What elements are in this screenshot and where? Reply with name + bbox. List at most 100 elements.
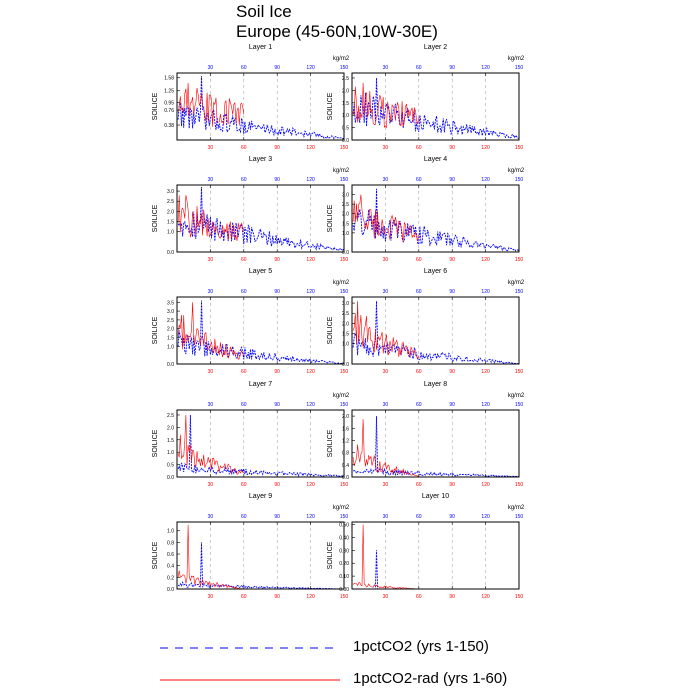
series-line-1pctco2: [177, 300, 344, 365]
y-tick-label: 0.8: [167, 540, 174, 546]
x-tick-label-top: 120: [306, 65, 315, 71]
x-tick-label-bottom: 60: [241, 594, 247, 600]
x-tick-label-top: 120: [306, 514, 315, 520]
y-tick-label: 1.0: [342, 342, 349, 348]
x-tick-label-top: 150: [515, 65, 524, 71]
y-tick-label: 1.2: [342, 438, 349, 444]
x-tick-label-top: 120: [481, 289, 490, 295]
x-tick-label-top: 30: [208, 514, 214, 520]
y-tick-label: 1.0: [167, 450, 174, 456]
x-tick-label-bottom: 120: [306, 257, 315, 263]
x-tick-label-bottom: 60: [241, 145, 247, 151]
x-tick-label-top: 150: [515, 289, 524, 295]
y-tick-label: 2.5: [167, 318, 174, 324]
y-tick-label: 0.00: [339, 587, 349, 593]
x-tick-label-top: 150: [515, 514, 524, 520]
series-line-1pctco2: [177, 186, 345, 252]
x-tick-label-bottom: 120: [481, 145, 490, 151]
y-tick-label: 0.95: [164, 101, 174, 107]
series-line-1pctco2: [177, 414, 345, 478]
panel-title: Layer 10: [422, 493, 449, 500]
x-tick-label-bottom: 90: [449, 145, 455, 151]
x-tick-label-top: 30: [208, 289, 214, 295]
panel-title: Layer 5: [249, 268, 272, 275]
x-tick-label-bottom: 120: [481, 594, 490, 600]
x-tick-label-bottom: 150: [340, 257, 349, 263]
series-line-1pctco2-rad: [352, 419, 419, 477]
x-tick-label-bottom: 30: [383, 257, 389, 263]
x-tick-label-bottom: 30: [383, 482, 389, 488]
plot-frame: [351, 521, 520, 590]
x-tick-label-top: 60: [241, 177, 247, 183]
x-tick-label-top: 150: [340, 177, 349, 183]
y-tick-label: 1.0: [167, 344, 174, 350]
y-tick-label: 3.0: [342, 193, 349, 199]
panel-layer-2: Layer 2 kg/m2 SOILICE 30 30 60 60 90 90 120 120 150…: [327, 44, 525, 151]
panel-layer-9: Layer 9 kg/m2 SOILICE 30 30 60 60 90 90 120 120 150…: [152, 493, 350, 600]
x-tick-label-bottom: 150: [340, 482, 349, 488]
y-tick-label: 1.6: [342, 426, 349, 432]
panel-title: Layer 6: [424, 268, 447, 275]
x-tick-label-bottom: 60: [241, 482, 247, 488]
y-axis-label: SOILICE: [327, 316, 334, 344]
x-tick-label-top: 30: [208, 65, 214, 71]
x-tick-label-top: 30: [383, 65, 389, 71]
y-tick-label: 2.5: [167, 413, 174, 419]
x-tick-label-bottom: 30: [208, 369, 214, 375]
y-tick-label: 2.0: [342, 88, 349, 94]
x-tick-label-bottom: 60: [416, 369, 422, 375]
title-line-1: Soil Ice: [236, 2, 292, 21]
series-line-1pctco2-rad: [177, 82, 245, 127]
y-tick-label: 0.6: [167, 552, 174, 558]
top-axis-label: kg/m2: [508, 505, 525, 511]
x-tick-label-top: 90: [274, 514, 280, 520]
y-tick-label: 0.0: [167, 250, 174, 256]
y-tick-label: 0.5: [167, 463, 174, 469]
x-tick-label-top: 90: [274, 65, 280, 71]
x-tick-label-top: 60: [416, 177, 422, 183]
x-tick-label-bottom: 30: [383, 594, 389, 600]
x-tick-label-top: 60: [241, 402, 247, 408]
x-tick-label-bottom: 60: [416, 257, 422, 263]
y-tick-label: 0.0: [167, 475, 174, 481]
y-tick-label: 3.5: [167, 300, 174, 306]
x-tick-label-bottom: 90: [449, 594, 455, 600]
legend-label-1pctco2: 1pctCO2 (yrs 1-150): [353, 638, 489, 655]
x-tick-label-top: 60: [416, 402, 422, 408]
y-tick-label: 3.0: [342, 301, 349, 307]
top-axis-label: kg/m2: [333, 56, 350, 62]
y-axis-label: SOILICE: [152, 316, 159, 344]
x-tick-label-top: 30: [383, 177, 389, 183]
y-tick-label: 1.0: [167, 529, 174, 535]
x-tick-label-top: 150: [515, 402, 524, 408]
x-tick-label-bottom: 150: [515, 145, 524, 151]
panel-title: Layer 9: [249, 493, 272, 500]
x-tick-label-bottom: 150: [340, 369, 349, 375]
x-tick-label-bottom: 120: [306, 369, 315, 375]
x-tick-label-top: 60: [416, 65, 422, 71]
x-tick-label-bottom: 90: [449, 257, 455, 263]
x-tick-label-bottom: 60: [241, 257, 247, 263]
series-line-1pctco2: [352, 77, 519, 139]
x-tick-label-bottom: 30: [383, 145, 389, 151]
y-tick-label: 0.38: [164, 123, 174, 129]
top-axis-label: kg/m2: [508, 393, 525, 399]
x-tick-label-top: 30: [383, 514, 389, 520]
series-line-1pctco2-rad: [177, 414, 244, 475]
y-tick-label: 1.5: [167, 220, 174, 226]
x-tick-label-bottom: 90: [449, 369, 455, 375]
y-tick-label: 2.0: [167, 209, 174, 215]
y-axis-label: SOILICE: [152, 204, 159, 232]
x-tick-label-bottom: 150: [515, 257, 524, 263]
x-tick-label-top: 120: [481, 65, 490, 71]
x-tick-label-bottom: 90: [274, 257, 280, 263]
series-line-1pctco2-rad: [177, 195, 245, 241]
x-tick-label-bottom: 90: [274, 369, 280, 375]
top-axis-label: kg/m2: [508, 280, 525, 286]
y-axis-label: SOILICE: [327, 429, 334, 457]
x-tick-label-bottom: 90: [274, 482, 280, 488]
x-tick-label-top: 90: [449, 402, 455, 408]
legend-label-1pctco2-rad: 1pctCO2-rad (yrs 1-60): [353, 670, 508, 687]
x-tick-label-top: 150: [340, 514, 349, 520]
